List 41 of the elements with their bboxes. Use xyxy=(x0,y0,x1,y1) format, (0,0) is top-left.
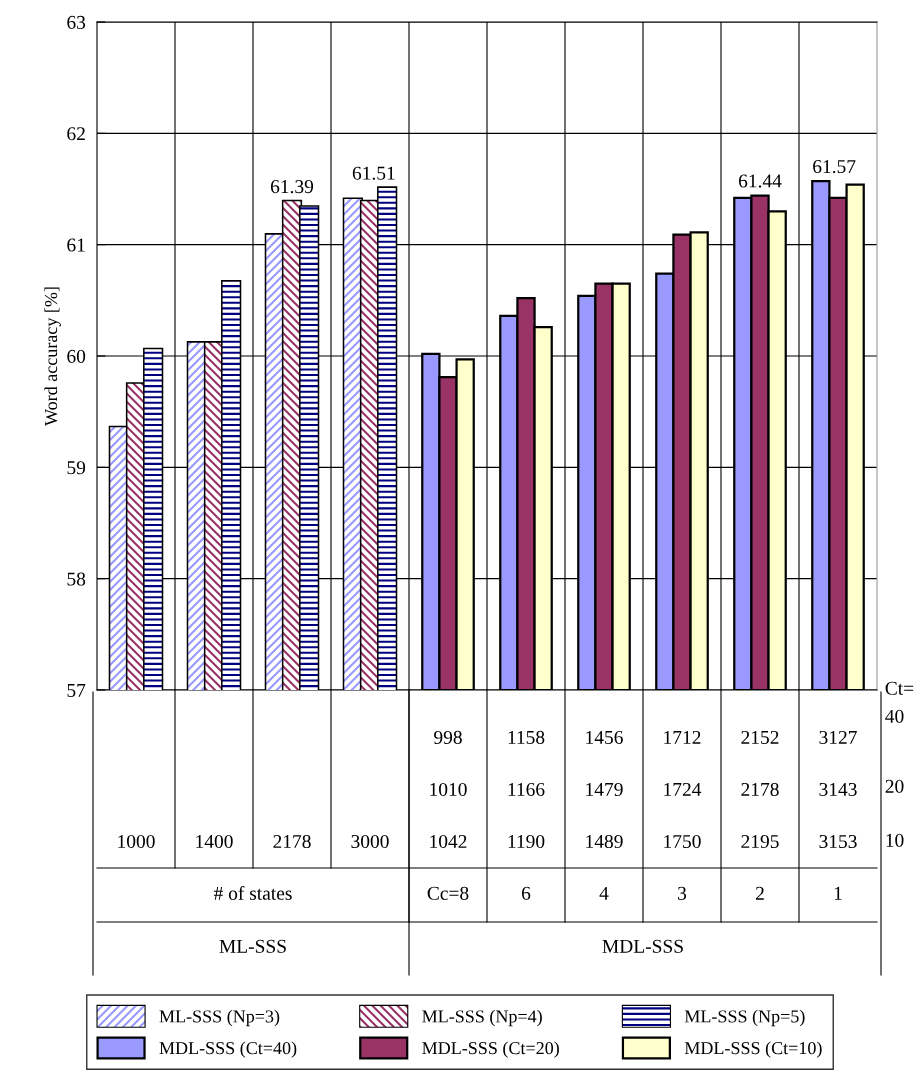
text: ML-SSS xyxy=(219,939,286,953)
text: 2 xyxy=(755,886,764,900)
text: 3 xyxy=(678,886,687,900)
category-label: 1712 1724 1750 xyxy=(664,730,702,849)
legend-label: MDL-SSS (Ct=10) xyxy=(684,1041,822,1058)
y-tick-label: 61 xyxy=(67,238,85,252)
x-tick-label: 3000 xyxy=(351,834,389,849)
x-tick-label: 1400 xyxy=(196,834,233,849)
text: 10 xyxy=(886,833,904,847)
legend-label: ML-SSS (Np=3) xyxy=(159,1009,280,1027)
legend-label: MDL-SSS (Ct=40) xyxy=(159,1041,297,1058)
legend-label: ML-SSS (Np=5) xyxy=(684,1009,805,1027)
data-label: 61.44 xyxy=(738,174,782,188)
text: Ct= xyxy=(885,681,914,695)
category-label: 3127 3143 3153 xyxy=(819,730,857,849)
text: MDL-SSS xyxy=(602,939,683,953)
legend-label: ML-SSS (Np=4) xyxy=(422,1009,542,1027)
text: 4 xyxy=(599,886,609,900)
legend-label: MDL-SSS (Ct=20) xyxy=(422,1041,559,1058)
data-label: 61.51 xyxy=(352,166,395,180)
y-tick-label: 62 xyxy=(67,127,85,141)
text: # of states xyxy=(213,885,292,900)
y-tick-label: 63 xyxy=(67,15,86,29)
data-label: 61.57 xyxy=(813,160,856,174)
category-label: 998 1010 1042 xyxy=(430,730,467,849)
text: 1 xyxy=(834,886,842,900)
text: 6 xyxy=(521,886,531,900)
category-label: 1158 1166 1190 xyxy=(508,730,545,849)
category-label: 2152 2178 2195 xyxy=(741,730,779,849)
y-tick-label: 57 xyxy=(67,684,86,697)
y-axis-title: Word accuracy [%] xyxy=(44,287,61,426)
text: 40 xyxy=(885,709,904,723)
text: Cc=8 xyxy=(427,886,469,900)
x-tick-label: 2178 xyxy=(273,834,311,849)
y-tick-label: 58 xyxy=(67,572,86,586)
x-tick-label: 1000 xyxy=(118,834,155,849)
text: 20 xyxy=(885,779,904,793)
y-tick-label: 59 xyxy=(67,461,86,475)
y-tick-label: 60 xyxy=(67,349,86,363)
data-label: 61.39 xyxy=(270,180,314,194)
category-label: 1456 1479 1489 xyxy=(586,730,623,849)
